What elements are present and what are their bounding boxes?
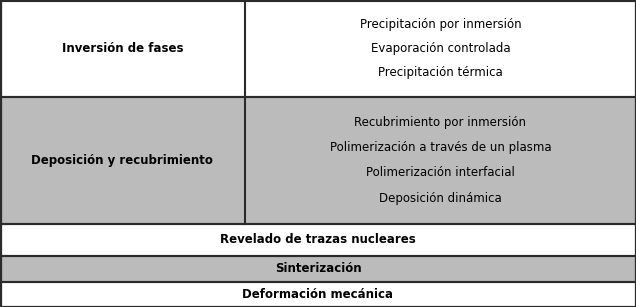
- Bar: [245, 0, 636, 97]
- Text: Inversión de fases: Inversión de fases: [62, 42, 183, 55]
- Bar: [0, 282, 636, 307]
- Bar: [0, 224, 636, 256]
- Bar: [0, 0, 245, 97]
- Text: Polimerización a través de un plasma: Polimerización a través de un plasma: [329, 141, 551, 154]
- Text: Deposición dinámica: Deposición dinámica: [379, 192, 502, 205]
- Bar: [0, 97, 245, 224]
- Text: Sinterización: Sinterización: [275, 262, 361, 275]
- Text: Precipitación por inmersión: Precipitación por inmersión: [359, 17, 522, 31]
- Bar: [0, 256, 636, 282]
- Text: Recubrimiento por inmersión: Recubrimiento por inmersión: [354, 115, 527, 129]
- Bar: [245, 97, 636, 224]
- Text: Polimerización interfacial: Polimerización interfacial: [366, 166, 515, 180]
- Text: Deposición y recubrimiento: Deposición y recubrimiento: [32, 154, 213, 167]
- Text: Deformación mecánica: Deformación mecánica: [242, 288, 394, 301]
- Text: Revelado de trazas nucleares: Revelado de trazas nucleares: [220, 234, 416, 247]
- Text: Evaporación controlada: Evaporación controlada: [371, 42, 510, 55]
- Text: Precipitación térmica: Precipitación térmica: [378, 66, 503, 79]
